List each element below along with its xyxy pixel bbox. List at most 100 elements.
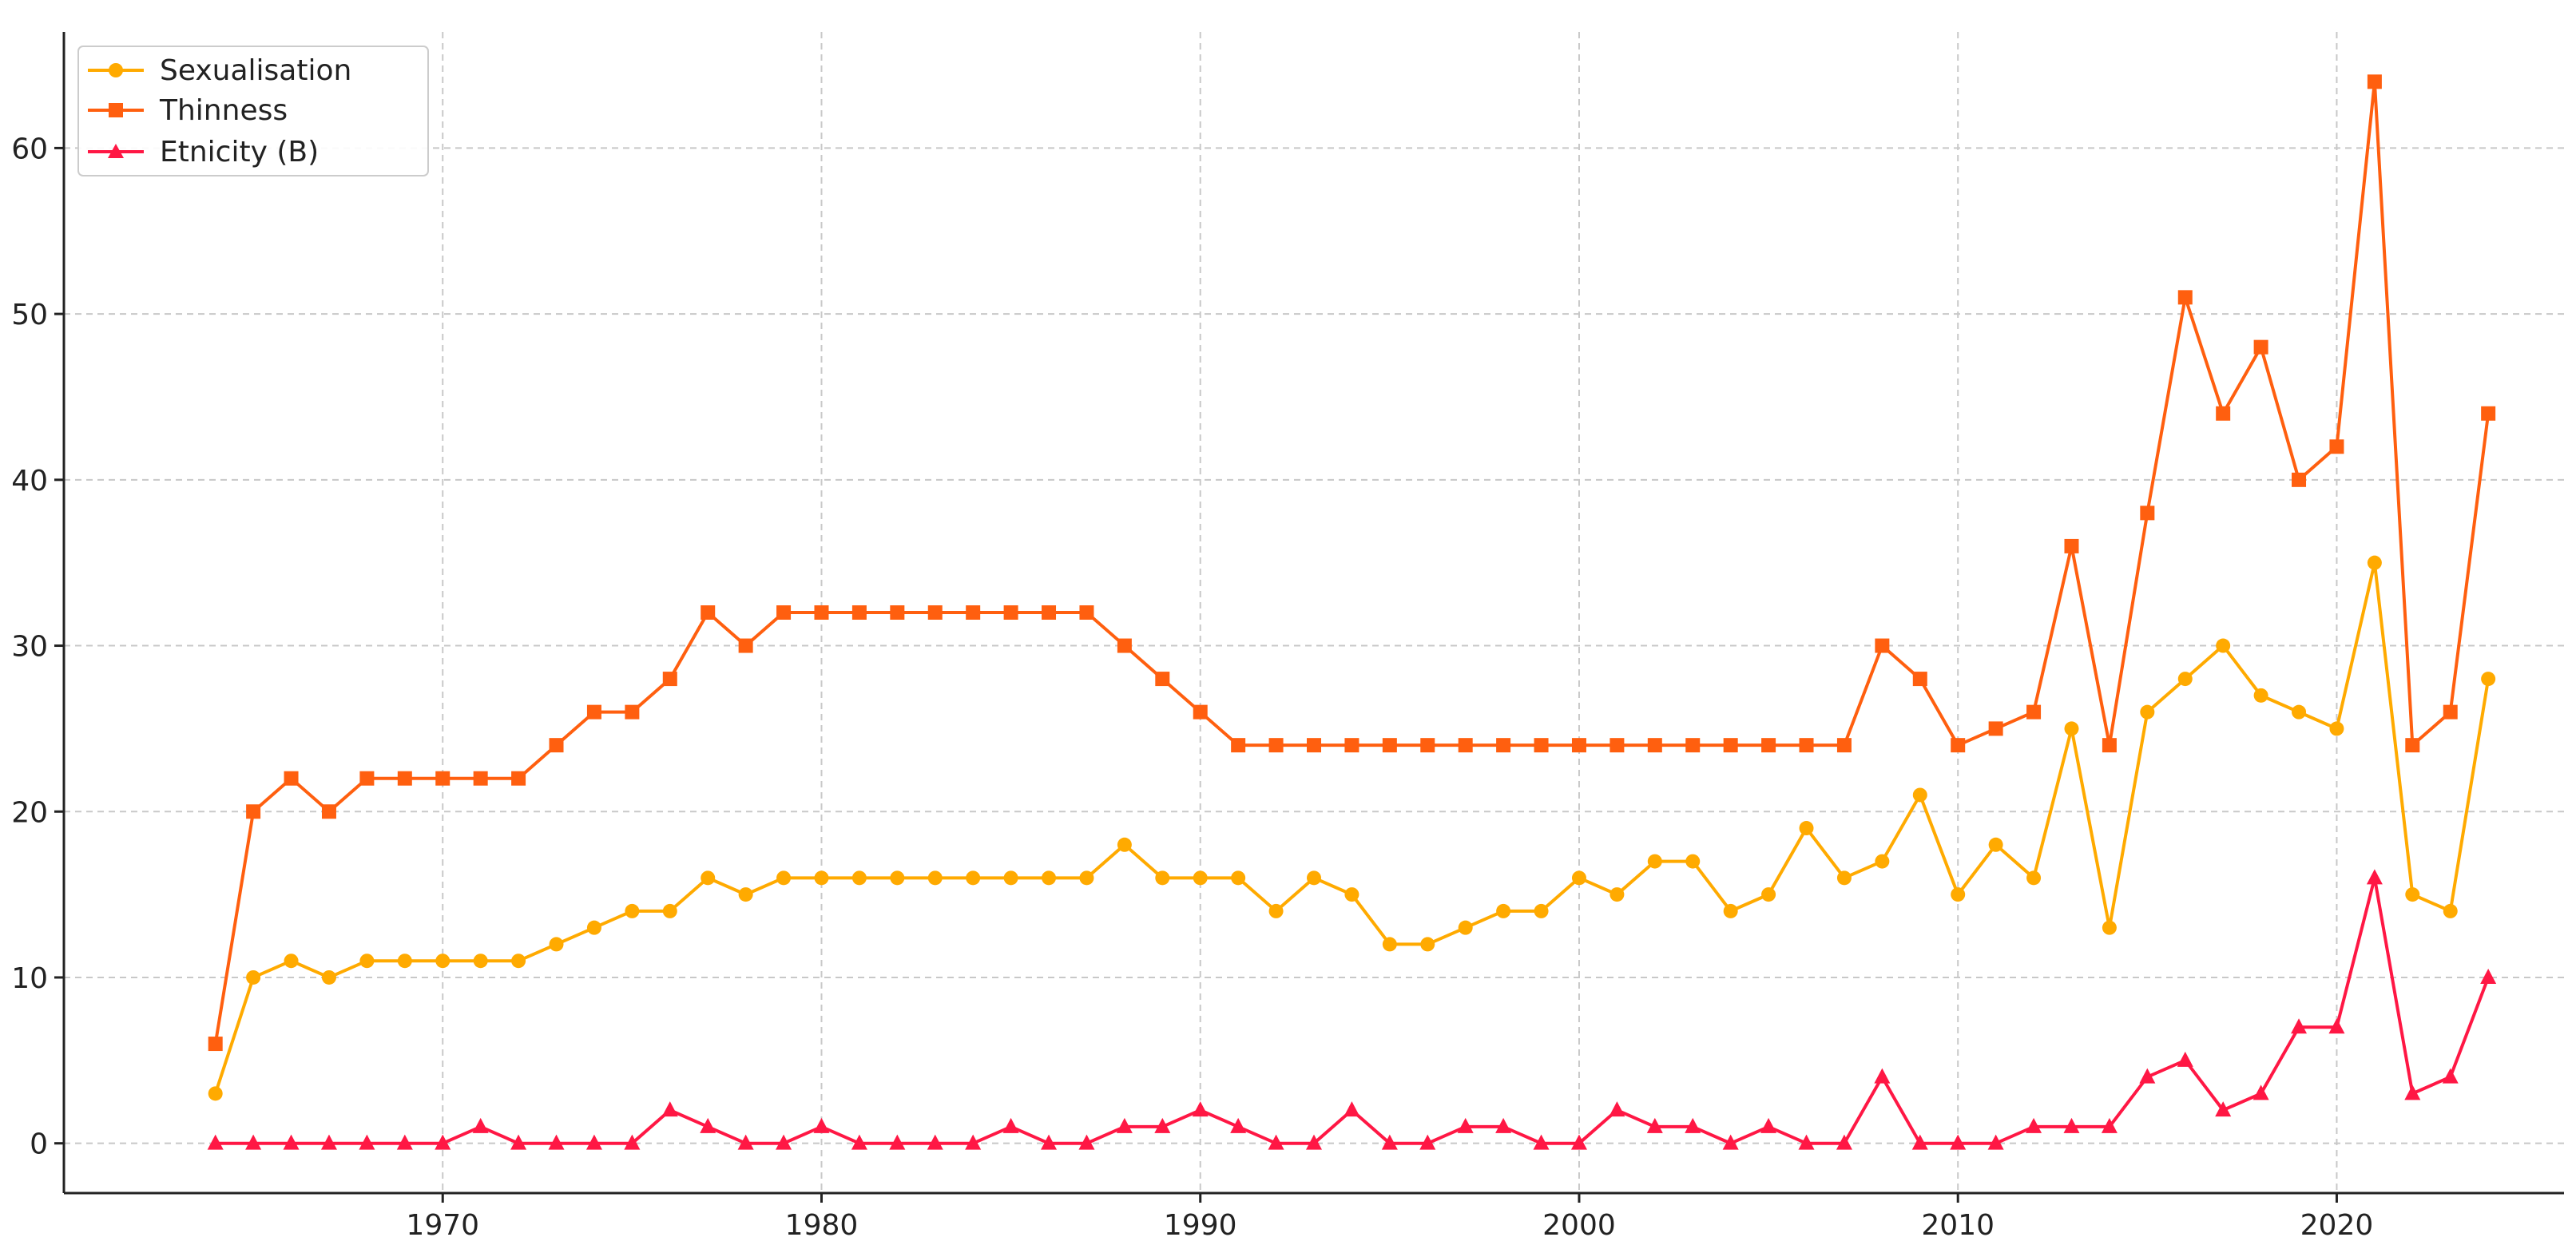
data-point-etnicity-b xyxy=(396,1134,413,1150)
data-point-etnicity-b xyxy=(2215,1101,2232,1117)
data-point-sexualisation xyxy=(966,870,981,886)
data-point-etnicity-b xyxy=(2442,1068,2459,1084)
data-point-etnicity-b xyxy=(1116,1117,1133,1133)
y-tick-label: 20 xyxy=(11,796,48,829)
data-point-etnicity-b xyxy=(1646,1117,1663,1133)
data-point-thinness xyxy=(208,1037,223,1052)
data-point-etnicity-b xyxy=(2366,869,2383,885)
legend-label-thinness: Thinness xyxy=(159,94,288,127)
ticks-layer: 1970 1980 1990 2000 2010 2020 0 10 20 30 40 50 60 xyxy=(11,133,2373,1241)
data-point-sexualisation xyxy=(1268,903,1284,918)
legend-label-etnicity: Etnicity (B) xyxy=(160,136,319,169)
series-thinness xyxy=(208,74,2496,1052)
data-point-sexualisation xyxy=(1420,937,1435,952)
data-point-sexualisation xyxy=(2253,688,2268,703)
data-point-thinness xyxy=(966,605,981,620)
data-point-etnicity-b xyxy=(1798,1134,1815,1150)
data-point-etnicity-b xyxy=(1722,1134,1739,1150)
data-point-thinness xyxy=(1117,638,1132,653)
data-point-sexualisation xyxy=(1610,887,1625,902)
data-point-sexualisation xyxy=(321,969,336,985)
data-point-etnicity-b xyxy=(1002,1117,1019,1133)
data-point-thinness xyxy=(1079,605,1094,620)
data-point-etnicity-b xyxy=(700,1117,716,1133)
data-point-sexualisation xyxy=(1534,903,1549,918)
data-point-thinness xyxy=(2216,406,2231,421)
y-tick-label: 50 xyxy=(11,299,48,331)
data-point-sexualisation xyxy=(2140,704,2155,720)
data-point-thinness xyxy=(738,638,753,653)
series-etnicity-b xyxy=(207,869,2497,1150)
data-point-etnicity-b xyxy=(776,1134,792,1150)
data-point-sexualisation xyxy=(2405,887,2420,902)
data-point-thinness xyxy=(586,704,601,720)
data-point-sexualisation xyxy=(435,954,451,969)
data-point-etnicity-b xyxy=(1533,1134,1550,1150)
data-point-sexualisation xyxy=(2216,638,2231,653)
data-point-etnicity-b xyxy=(1950,1134,1967,1150)
data-point-etnicity-b xyxy=(585,1134,602,1150)
data-point-thinness xyxy=(2481,406,2496,421)
data-point-thinness xyxy=(1003,605,1018,620)
data-point-etnicity-b xyxy=(1760,1117,1777,1133)
data-point-sexualisation xyxy=(738,887,753,902)
data-point-thinness xyxy=(1836,738,1852,753)
data-point-sexualisation xyxy=(814,870,829,886)
data-point-thinness xyxy=(1231,738,1246,753)
data-point-thinness xyxy=(2405,738,2420,753)
x-tick-label: 1970 xyxy=(406,1209,479,1241)
data-point-sexualisation xyxy=(397,954,412,969)
data-point-etnicity-b xyxy=(472,1117,489,1133)
data-point-sexualisation xyxy=(1193,870,1208,886)
data-point-sexualisation xyxy=(701,870,716,886)
data-point-etnicity-b xyxy=(1570,1134,1587,1150)
data-point-sexualisation xyxy=(1799,821,1814,836)
data-point-etnicity-b xyxy=(510,1134,527,1150)
data-point-thinness xyxy=(1307,738,1321,753)
data-point-etnicity-b xyxy=(1344,1101,1360,1117)
data-point-etnicity-b xyxy=(889,1134,906,1150)
data-point-sexualisation xyxy=(359,954,375,969)
data-point-etnicity-b xyxy=(737,1134,754,1150)
data-point-sexualisation xyxy=(246,969,261,985)
y-tick-label: 60 xyxy=(11,133,48,165)
data-point-sexualisation xyxy=(1951,887,1966,902)
data-point-thinness xyxy=(1723,738,1738,753)
data-point-etnicity-b xyxy=(2328,1018,2345,1034)
data-point-etnicity-b xyxy=(661,1101,678,1117)
data-point-etnicity-b xyxy=(435,1134,451,1150)
data-point-sexualisation xyxy=(1458,920,1473,935)
data-point-thinness xyxy=(1761,738,1776,753)
data-point-thinness xyxy=(321,804,336,819)
data-point-thinness xyxy=(662,672,677,687)
data-point-sexualisation xyxy=(2367,555,2382,570)
data-point-sexualisation xyxy=(511,954,526,969)
legend-marker-sexualisation xyxy=(109,63,123,77)
data-point-sexualisation xyxy=(1003,870,1018,886)
axes-layer xyxy=(62,32,2564,1195)
x-tick-label: 2020 xyxy=(2300,1209,2374,1241)
data-point-thinness xyxy=(1042,605,1057,620)
data-point-thinness xyxy=(2140,506,2155,521)
data-point-sexualisation xyxy=(2026,870,2042,886)
data-point-sexualisation xyxy=(1761,887,1776,902)
data-point-thinness xyxy=(1571,738,1586,753)
y-tick-label: 40 xyxy=(11,465,48,498)
data-point-etnicity-b xyxy=(283,1134,300,1150)
data-point-etnicity-b xyxy=(2291,1018,2308,1034)
data-point-etnicity-b xyxy=(548,1134,565,1150)
data-point-thinness xyxy=(2329,439,2344,454)
data-point-sexualisation xyxy=(1571,870,1586,886)
data-point-thinness xyxy=(1912,672,1927,687)
data-point-sexualisation xyxy=(1836,870,1852,886)
data-point-etnicity-b xyxy=(1154,1117,1171,1133)
data-point-etnicity-b xyxy=(1268,1134,1284,1150)
grid-layer xyxy=(64,32,2564,1193)
data-point-thinness xyxy=(1988,721,2003,736)
data-point-sexualisation xyxy=(890,870,905,886)
data-point-sexualisation xyxy=(1117,837,1132,852)
data-point-etnicity-b xyxy=(320,1134,337,1150)
data-point-sexualisation xyxy=(1231,870,1246,886)
data-point-thinness xyxy=(1685,738,1701,753)
data-point-etnicity-b xyxy=(2026,1117,2042,1133)
